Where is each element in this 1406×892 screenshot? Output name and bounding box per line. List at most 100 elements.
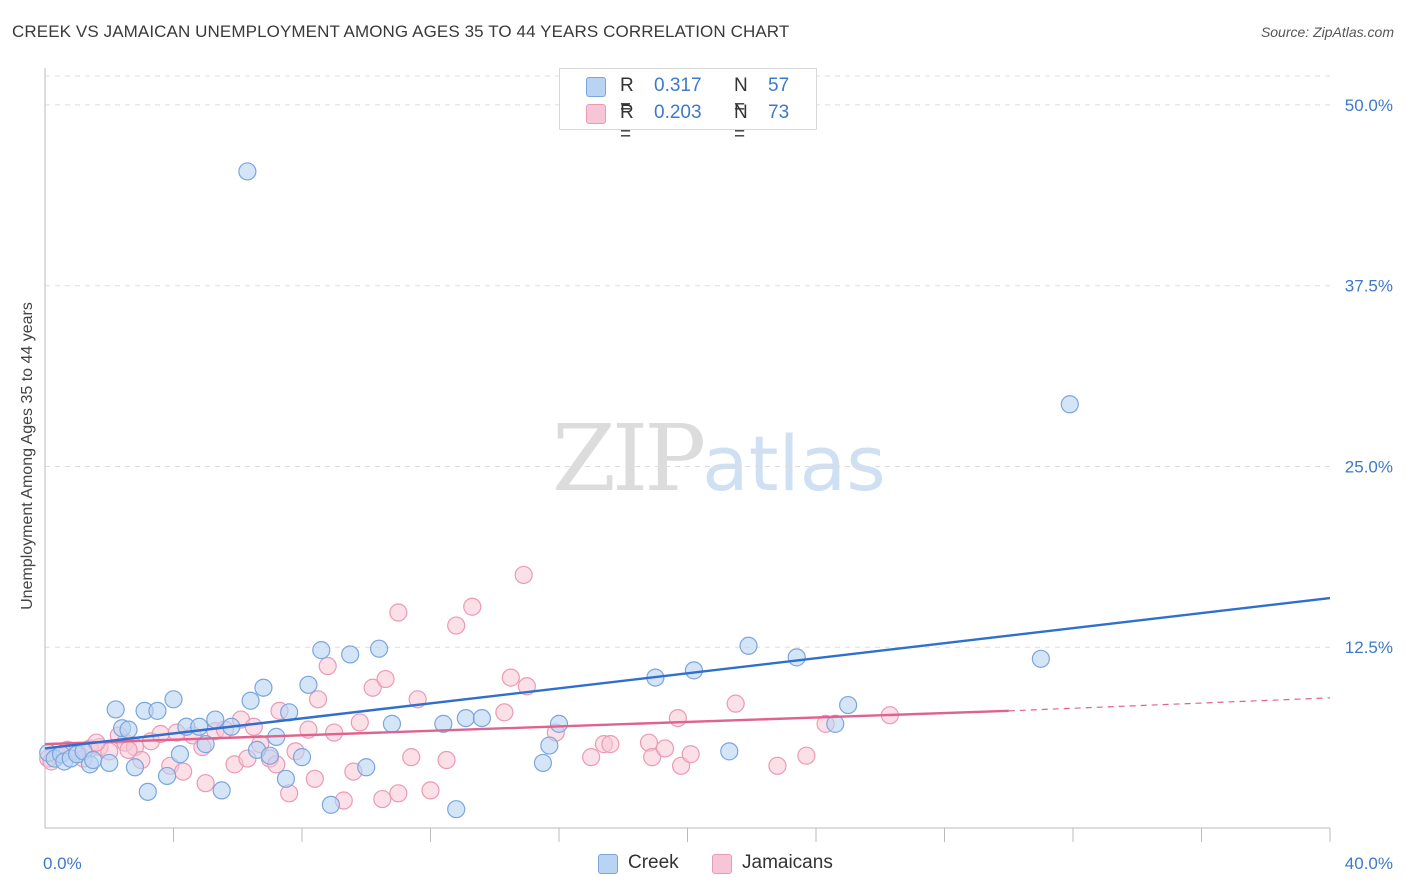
creek-point [125,758,145,777]
source-note: Source: ZipAtlas.com [1260,24,1394,40]
creek-point [100,753,119,773]
n-label: N = [734,102,748,145]
creek-point [447,800,466,819]
jamaicans-point [373,789,392,809]
jamaicans-point [363,678,382,697]
creek-point [739,636,758,655]
creek-point [1060,395,1079,414]
creek-point [206,710,225,729]
correlation-legend: R = 0.317 N = 57 R = 0.203 N = 73 [559,68,817,145]
n-value: 73 [768,102,790,123]
series-legend: Creek Jamaicans [0,852,1406,880]
grid-lines [45,75,1330,648]
chart-title: CREEK VS JAMAICAN UNEMPLOYMENT AMONG AGE… [12,22,790,41]
jamaicans-point [325,723,344,742]
creek-point [157,766,177,786]
creek-point [106,700,125,719]
jamaicans-point [389,784,408,803]
jamaicans-point [768,756,787,775]
creek-point [684,661,704,680]
jamaicans-swatch [712,854,732,874]
creek-point [720,742,739,761]
jamaicans-trend-line [44,709,1009,746]
jamaicans-point [196,774,215,793]
creek-point [839,695,858,715]
jamaicans-point [437,750,456,770]
jamaicans-point [421,781,440,800]
creek-point [549,714,569,733]
creek-point [292,748,312,767]
creek-point [341,645,360,664]
r-label: R = [620,75,634,118]
jamaicans-swatch [586,104,606,124]
creek-point [254,678,273,697]
r-value: 0.317 [654,75,702,96]
creek-point [321,795,341,814]
y-tick-label: 25.0% [1345,457,1393,476]
jamaicans-point [514,565,533,585]
jamaicans-point [797,746,816,765]
y-tick-label: 50.0% [1345,96,1393,115]
creek-point [138,782,157,801]
jamaicans-point [681,745,700,764]
creek-point [119,720,138,739]
creek-point [533,753,553,773]
creek-point [238,162,257,181]
creek-point [148,701,167,720]
jamaicans-point [643,748,662,767]
jamaicans-point [174,762,193,781]
creek-trend-line [44,596,1331,750]
r-value: 0.203 [654,102,702,123]
y-tick-label: 12.5% [1345,638,1393,657]
creek-point [241,691,260,710]
trend-lines [44,596,1331,750]
watermark: ZIPatlas [552,405,886,512]
creek-point [84,750,103,770]
jamaicans-point [501,668,520,687]
jamaicans-point [119,740,138,760]
tick-labels: 12.5% 25.0% 37.5% 50.0% 0.0% 40.0% [43,96,1393,873]
jamaicans-point [463,597,482,616]
creek-point [260,746,279,765]
creek-point [170,745,190,764]
creek-point [540,736,559,755]
jamaicans-point [402,748,421,767]
jamaicans-point [305,769,324,788]
y-tick-label: 37.5% [1345,277,1393,296]
jamaicans-point [447,616,466,635]
axes [44,68,1331,842]
watermark-atlas: atlas [702,419,886,508]
jamaicans-point [726,694,745,713]
jamaicans-point [318,656,337,676]
x-tick-label: 0.0% [43,854,82,873]
creek-point [299,675,318,694]
jamaicans-point [350,713,369,732]
creek-point [456,708,475,728]
jamaicans-point [668,708,687,728]
creek-point [190,717,209,736]
jamaicans-point [601,735,620,754]
legend-label-creek: Creek [628,852,679,873]
creek-swatch [586,77,606,97]
jamaicans-point [244,717,263,736]
n-value: 57 [768,75,790,96]
creek-point [276,769,296,788]
r-label: R = [620,102,634,145]
jamaicans-point [308,690,328,709]
n-label: N = [734,75,748,118]
creek-point [826,714,845,733]
creek-point [382,714,402,733]
creek-point [1031,649,1050,668]
jamaicans-point [655,739,675,758]
creek-point [370,639,389,658]
creek-point [472,708,491,728]
jamaicans-point [582,748,601,767]
jamaicans-point [389,603,408,622]
creek-point [357,758,376,777]
watermark-zip: ZIP [552,405,706,512]
jamaicans-point [376,669,395,689]
creek-point [787,648,806,667]
creek-point [212,781,231,800]
jamaicans-point [495,703,514,722]
